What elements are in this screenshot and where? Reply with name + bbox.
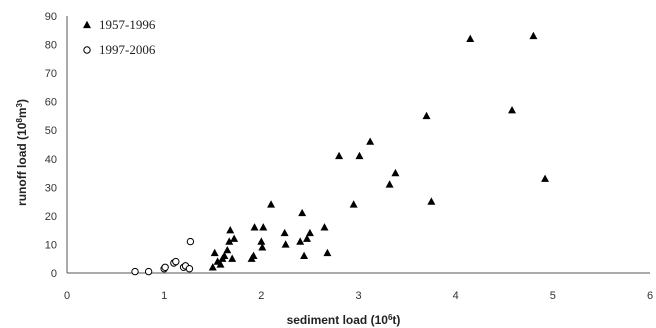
y-axis-title-prefix: runoff load (10 (15, 122, 29, 206)
legend-item-1997-2006: 1997-2006 (83, 42, 156, 57)
axes (66, 16, 650, 274)
y-tick-label: 0 (51, 268, 57, 280)
data-point-triangle (508, 106, 517, 114)
data-point-triangle (320, 223, 329, 231)
data-point-triangle (349, 200, 358, 208)
data-point-triangle (323, 248, 332, 257)
x-axis-title: sediment load (106t) (287, 313, 401, 328)
data-points (131, 31, 550, 276)
data-point-triangle (422, 111, 431, 120)
y-axis-title-sup2: 3 (15, 102, 24, 107)
data-point-circle (161, 263, 169, 271)
data-point-circle (131, 267, 139, 276)
y-axis-title: runoff load (108m3) (15, 99, 30, 206)
data-point-triangle (223, 245, 232, 254)
data-point-triangle (257, 237, 266, 245)
data-point-triangle (259, 223, 268, 231)
data-point-triangle (385, 180, 394, 188)
data-point-triangle (230, 234, 239, 242)
data-point-triangle (466, 34, 475, 42)
legend-marker-triangle (83, 20, 91, 29)
y-tick-label: 50 (45, 125, 57, 137)
data-point-triangle (225, 237, 234, 245)
y-tick-label: 40 (45, 154, 57, 166)
x-axis-title-sup: 6 (388, 313, 393, 322)
x-tick-label: 0 (64, 290, 70, 302)
x-axis-title-suffix: t) (392, 313, 400, 327)
data-point-triangle (281, 240, 290, 248)
data-point-triangle (391, 168, 400, 177)
x-tick-label: 5 (550, 290, 556, 302)
x-tick-label: 4 (453, 290, 459, 302)
data-point-triangle (280, 228, 289, 237)
x-axis-title-prefix: sediment load (10 (287, 313, 389, 327)
x-tick-label: 3 (355, 290, 361, 302)
data-point-triangle (305, 228, 314, 237)
data-point-circle (185, 265, 194, 273)
data-point-triangle (366, 137, 375, 145)
y-tick-label: 60 (45, 97, 57, 109)
x-tick-label: 2 (258, 290, 264, 302)
legend: 1957-1996 1997-2006 (83, 17, 156, 57)
data-point-triangle (249, 251, 258, 260)
x-tick-label: 1 (161, 290, 167, 302)
data-point-triangle (303, 234, 311, 242)
y-tick-labels: 0 10 20 30 40 50 60 70 80 90 (45, 11, 57, 280)
y-tick-label: 20 (45, 211, 57, 223)
data-point-triangle (296, 237, 305, 245)
data-point-triangle (258, 243, 267, 251)
data-point-triangle (427, 197, 436, 205)
data-point-triangle (267, 200, 276, 208)
data-point-triangle (298, 208, 307, 217)
data-point-triangle (220, 251, 229, 260)
y-tick-label: 90 (45, 11, 57, 23)
y-tick-label: 70 (45, 68, 57, 80)
x-tick-labels: 0 1 2 3 4 5 6 (64, 290, 653, 302)
data-point-triangle (300, 251, 309, 260)
data-point-circle (144, 267, 153, 276)
data-point-triangle (541, 174, 550, 182)
data-point-triangle (335, 151, 344, 160)
y-axis-title-sup: 8 (15, 118, 24, 123)
data-point-triangle (226, 225, 235, 234)
x-tick-label: 6 (647, 290, 653, 302)
legend-marker-circle (83, 46, 91, 54)
legend-label: 1997-2006 (99, 42, 156, 57)
data-point-triangle (210, 248, 219, 257)
y-tick-label: 30 (45, 182, 57, 194)
data-point-circle (172, 257, 180, 266)
legend-item-1957-1996: 1957-1996 (83, 17, 156, 32)
data-point-triangle (355, 151, 364, 160)
data-point-triangle (250, 223, 259, 231)
data-point-circle (186, 237, 195, 246)
y-axis-title-suffix2: ) (15, 99, 29, 103)
data-point-triangle (216, 260, 225, 268)
y-axis-title-suffix: m (15, 107, 29, 118)
data-point-triangle (529, 31, 538, 40)
y-tick-label: 10 (45, 239, 57, 251)
legend-label: 1957-1996 (99, 17, 156, 32)
y-tick-label: 80 (45, 40, 57, 52)
data-point-triangle (228, 254, 237, 262)
data-point-triangle (208, 263, 217, 271)
